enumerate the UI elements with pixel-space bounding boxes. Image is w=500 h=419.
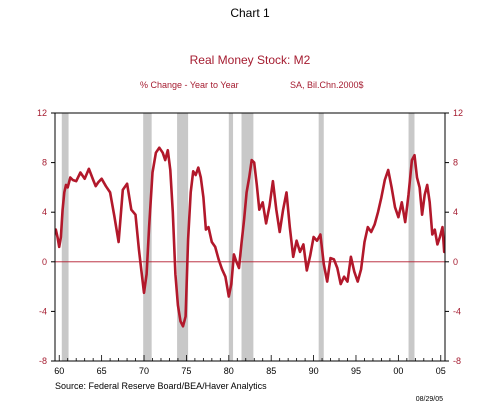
y-tick-label-right: -8 bbox=[453, 356, 461, 366]
y-tick-label-left: 12 bbox=[37, 108, 47, 118]
x-tick-label: 95 bbox=[351, 366, 361, 376]
x-tick-label: 80 bbox=[224, 366, 234, 376]
y-tick-label-right: 0 bbox=[453, 257, 458, 267]
recession-band-2 bbox=[177, 113, 189, 361]
y-tick-label-left: 0 bbox=[42, 257, 47, 267]
x-tick-label: 90 bbox=[309, 366, 319, 376]
y-tick-label-right: 4 bbox=[453, 207, 458, 217]
x-tick-label: 05 bbox=[436, 366, 446, 376]
y-tick-label-right: 8 bbox=[453, 158, 458, 168]
x-axis: 60 65 70 75 80 85 90 95 00 05 bbox=[54, 355, 446, 376]
x-tick-label: 85 bbox=[266, 366, 276, 376]
series-layer bbox=[54, 146, 446, 328]
x-tick-label: 75 bbox=[181, 366, 191, 376]
recession-band-6 bbox=[408, 113, 415, 361]
y-tick-label-left: 8 bbox=[42, 158, 47, 168]
y-tick-label-left: 4 bbox=[42, 207, 47, 217]
recession-band-4 bbox=[241, 113, 254, 361]
chart-subtitle-left: % Change - Year to Year bbox=[140, 80, 239, 90]
x-tick-label: 70 bbox=[139, 366, 149, 376]
y-tick-label-left: -8 bbox=[39, 356, 47, 366]
x-tick-label: 65 bbox=[97, 366, 107, 376]
date-stamp: 08/29/05 bbox=[416, 396, 443, 403]
series-line-0 bbox=[54, 146, 446, 328]
plot-frame bbox=[54, 112, 446, 362]
x-tick-label: 00 bbox=[393, 366, 403, 376]
recession-band-3 bbox=[228, 113, 234, 361]
x-tick-label: 60 bbox=[54, 366, 64, 376]
y-axis-left: -8 -4 0 4 8 12 bbox=[37, 108, 55, 366]
y-axis-right: -8 -4 0 4 8 12 bbox=[445, 108, 463, 366]
recession-bands bbox=[61, 113, 415, 361]
recession-band-0 bbox=[61, 113, 69, 361]
source-note: Source: Federal Reserve Board/BEA/Haver … bbox=[55, 381, 267, 391]
chart-number: Chart 1 bbox=[230, 6, 270, 20]
chart-subtitle-right: SA, Bil.Chn.2000$ bbox=[290, 80, 364, 90]
y-tick-label-right: -4 bbox=[453, 306, 461, 316]
chart-title: Real Money Stock: M2 bbox=[190, 53, 311, 67]
y-tick-label-left: -4 bbox=[39, 306, 47, 316]
y-tick-label-right: 12 bbox=[453, 108, 463, 118]
